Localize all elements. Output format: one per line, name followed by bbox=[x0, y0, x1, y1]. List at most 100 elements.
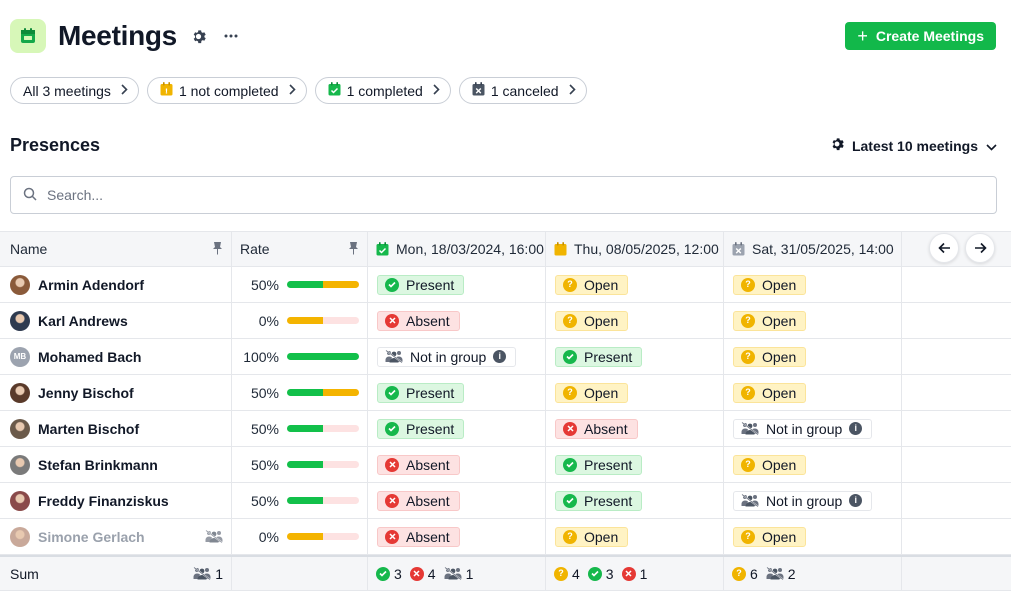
name-cell[interactable]: MB Mohamed Bach bbox=[0, 339, 232, 374]
status-badge-present[interactable]: Present bbox=[555, 346, 643, 367]
search-input[interactable] bbox=[47, 187, 947, 203]
status-label: Open bbox=[762, 276, 797, 293]
scroll-right-button[interactable] bbox=[965, 233, 995, 263]
name-cell[interactable]: Simone Gerlach bbox=[0, 519, 232, 554]
presence-cell[interactable]: ? Open bbox=[724, 519, 902, 554]
presence-cell[interactable]: ? Open bbox=[724, 339, 902, 374]
presence-cell[interactable]: Absent bbox=[368, 303, 546, 338]
calendar-yellow-icon: ! bbox=[160, 82, 173, 99]
presences-table: Name Rate Mon, 18/03/2024, 16:00 Thu, 08… bbox=[0, 231, 1011, 591]
status-badge-open[interactable]: ? Open bbox=[733, 526, 807, 547]
settings-gear-icon[interactable] bbox=[189, 26, 209, 46]
name-cell[interactable]: Karl Andrews bbox=[0, 303, 232, 338]
page-title: Meetings bbox=[58, 20, 177, 51]
presence-cell[interactable]: Not in group i bbox=[724, 411, 902, 446]
presence-cell[interactable]: ? Open bbox=[546, 303, 724, 338]
presence-cell[interactable]: ? Open bbox=[724, 375, 902, 410]
status-badge-present[interactable]: Present bbox=[555, 490, 643, 511]
status-badge-absent[interactable]: Absent bbox=[377, 526, 460, 547]
status-badge-open[interactable]: ? Open bbox=[555, 382, 629, 403]
presence-cell[interactable]: Present bbox=[368, 267, 546, 302]
presence-cell[interactable]: Not in group i bbox=[368, 339, 546, 374]
scroll-left-button[interactable] bbox=[929, 233, 959, 263]
column-header-meeting-1[interactable]: Mon, 18/03/2024, 16:00 bbox=[368, 232, 546, 266]
table-row[interactable]: Karl Andrews 0% Absent ? Open ? Open bbox=[0, 303, 1011, 339]
presence-cell[interactable]: ? Open bbox=[724, 303, 902, 338]
table-row[interactable]: MB Mohamed Bach 100% Not in group i Present? O… bbox=[0, 339, 1011, 375]
pin-icon[interactable] bbox=[212, 241, 223, 258]
filter-canceled[interactable]: 1 canceled bbox=[458, 77, 587, 104]
filter-not-completed[interactable]: ! 1 not completed bbox=[146, 77, 307, 104]
presence-cell[interactable]: ? Open bbox=[724, 267, 902, 302]
search-box bbox=[10, 176, 997, 214]
status-badge-absent[interactable]: Absent bbox=[377, 454, 460, 475]
presence-cell[interactable]: Absent bbox=[368, 519, 546, 554]
status-badge-absent[interactable]: Absent bbox=[555, 418, 638, 439]
status-badge-present[interactable]: Present bbox=[377, 382, 465, 403]
create-meetings-button[interactable]: + Create Meetings bbox=[845, 22, 996, 50]
status-badge-present[interactable]: Present bbox=[377, 274, 465, 295]
status-badge-nig[interactable]: Not in group i bbox=[733, 418, 873, 439]
presence-cell[interactable]: Not in group i bbox=[724, 483, 902, 518]
status-badge-absent[interactable]: Absent bbox=[377, 310, 460, 331]
status-badge-absent[interactable]: Absent bbox=[377, 490, 460, 511]
presence-cell[interactable]: Absent bbox=[368, 483, 546, 518]
rate-bar bbox=[287, 425, 359, 432]
status-badge-open[interactable]: ? Open bbox=[733, 346, 807, 367]
sum-count: 6 bbox=[750, 565, 758, 582]
status-badge-present[interactable]: Present bbox=[377, 418, 465, 439]
status-label: Present bbox=[584, 348, 633, 365]
sum-present: 3 bbox=[376, 566, 402, 582]
latest-meetings-dropdown[interactable]: Latest 10 meetings bbox=[830, 137, 997, 154]
status-badge-present[interactable]: Present bbox=[555, 454, 643, 475]
presence-cell[interactable]: Absent bbox=[368, 447, 546, 482]
status-badge-open[interactable]: ? Open bbox=[733, 274, 807, 295]
status-badge-nig[interactable]: Not in group i bbox=[733, 490, 873, 511]
name-cell[interactable]: Stefan Brinkmann bbox=[0, 447, 232, 482]
status-badge-open[interactable]: ? Open bbox=[555, 526, 629, 547]
table-row[interactable]: Marten Bischof 50% Present Absent Not in gro… bbox=[0, 411, 1011, 447]
table-row[interactable]: Simone Gerlach 0% Absent? Open? Open bbox=[0, 519, 1011, 555]
status-badge-open[interactable]: ? Open bbox=[733, 382, 807, 403]
table-row[interactable]: Armin Adendorf 50% Present? Open? Open bbox=[0, 267, 1011, 303]
filter-completed[interactable]: 1 completed bbox=[314, 77, 451, 104]
rate-cell: 0% bbox=[232, 303, 368, 338]
presence-cell[interactable]: Absent bbox=[546, 411, 724, 446]
presence-cell[interactable]: Present bbox=[368, 375, 546, 410]
name-cell[interactable]: Freddy Finanziskus bbox=[0, 483, 232, 518]
presence-cell[interactable]: ? Open bbox=[546, 267, 724, 302]
presence-cell[interactable]: Present bbox=[546, 483, 724, 518]
question-circle-icon: ? bbox=[554, 566, 568, 581]
info-icon[interactable]: i bbox=[849, 494, 863, 507]
status-badge-open[interactable]: ? Open bbox=[555, 274, 629, 295]
presence-cell[interactable]: ? Open bbox=[724, 447, 902, 482]
status-badge-open[interactable]: ? Open bbox=[555, 310, 629, 331]
status-badge-nig[interactable]: Not in group i bbox=[377, 346, 517, 367]
presence-cell[interactable]: ? Open bbox=[546, 519, 724, 554]
info-icon[interactable]: i bbox=[493, 350, 507, 363]
column-header-name[interactable]: Name bbox=[0, 232, 232, 266]
presence-cell[interactable]: ? Open bbox=[546, 375, 724, 410]
filter-all-meetings[interactable]: All 3 meetings bbox=[10, 77, 139, 104]
presence-cell[interactable]: Present bbox=[546, 447, 724, 482]
table-row[interactable]: Stefan Brinkmann 50% Absent Present? Open bbox=[0, 447, 1011, 483]
plus-icon: + bbox=[857, 26, 868, 46]
column-header-rate[interactable]: Rate bbox=[232, 232, 368, 266]
status-label: Open bbox=[762, 348, 797, 365]
presence-cell[interactable]: Present bbox=[546, 339, 724, 374]
person-name: Armin Adendorf bbox=[38, 276, 145, 293]
column-header-meeting-3[interactable]: Sat, 31/05/2025, 14:00 bbox=[724, 232, 902, 266]
presence-cell[interactable]: Present bbox=[368, 411, 546, 446]
name-cell[interactable]: Marten Bischof bbox=[0, 411, 232, 446]
table-row[interactable]: Jenny Bischof 50% Present? Open? Open bbox=[0, 375, 1011, 411]
table-row[interactable]: Freddy Finanziskus 50% Absent Present Not in… bbox=[0, 483, 1011, 519]
column-header-meeting-2[interactable]: Thu, 08/05/2025, 12:00 bbox=[546, 232, 724, 266]
more-options-icon[interactable] bbox=[221, 26, 241, 46]
name-cell[interactable]: Jenny Bischof bbox=[0, 375, 232, 410]
status-badge-open[interactable]: ? Open bbox=[733, 454, 807, 475]
info-icon[interactable]: i bbox=[849, 422, 863, 435]
name-cell[interactable]: Armin Adendorf bbox=[0, 267, 232, 302]
rate-bar bbox=[287, 497, 359, 504]
status-badge-open[interactable]: ? Open bbox=[733, 310, 807, 331]
pin-icon[interactable] bbox=[348, 241, 359, 258]
